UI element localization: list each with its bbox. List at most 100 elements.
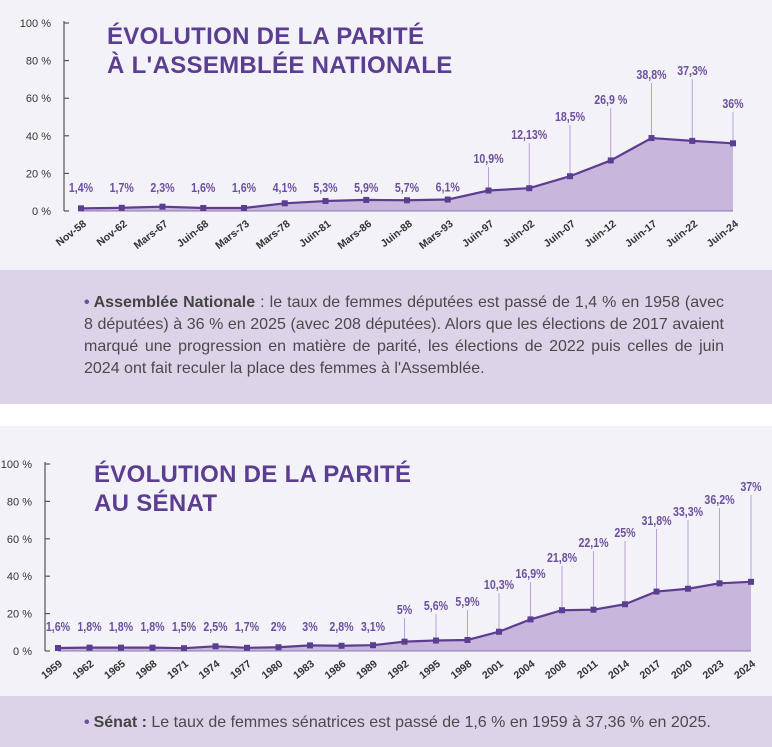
senat-x-tick-label: 2011 <box>575 658 600 682</box>
assemblee-data-point <box>730 140 736 147</box>
senat-data-point <box>118 644 124 651</box>
senat-note-text: Le taux de femmes sénatrices est passé d… <box>146 714 711 731</box>
assemblee-data-label: 4,1% <box>273 181 297 195</box>
senat-data-label: 2% <box>271 620 286 634</box>
assemblee-y-tick-label: 80 % <box>26 56 51 68</box>
senat-data-label: 36,2% <box>704 493 734 507</box>
senat-data-point <box>716 580 723 587</box>
senat-data-label: 37% <box>740 480 761 494</box>
senat-data-point <box>653 588 660 595</box>
assemblee-x-tick-label: Juin-68 <box>175 218 211 250</box>
assemblee-data-label: 1,4% <box>69 181 93 195</box>
senat-data-point <box>86 644 93 651</box>
senat-data-label: 31,8% <box>641 514 671 528</box>
assemblee-data-point <box>78 205 84 212</box>
senat-data-point <box>559 607 565 614</box>
assemblee-data-label: 1,7% <box>110 181 134 195</box>
senat-x-tick-label: 2004 <box>512 658 538 682</box>
senat-x-tick-label: 2001 <box>480 658 506 682</box>
senat-x-tick-label: 1959 <box>39 658 65 682</box>
senat-x-tick-label: 1986 <box>323 658 349 682</box>
assemblee-data-point <box>200 204 207 211</box>
senat-y-tick-label: 100 % <box>1 459 32 471</box>
assemblee-data-label: 18,5% <box>555 110 585 124</box>
senat-data-label: 16,9% <box>515 567 545 581</box>
senat-y-tick-label: 0 % <box>13 646 32 658</box>
senat-data-label: 3% <box>302 620 317 634</box>
assemblee-x-tick-label: Mars-93 <box>417 218 456 252</box>
senat-x-tick-label: 2020 <box>669 658 695 682</box>
senat-data-label: 3,1% <box>361 620 385 634</box>
senat-data-label: 2,8% <box>329 620 353 634</box>
assemblee-data-label: 6,1% <box>436 181 460 195</box>
senat-y-tick-label: 40 % <box>7 571 32 583</box>
assemblee-data-point <box>241 204 247 211</box>
senat-x-tick-label: 1977 <box>228 658 254 682</box>
senat-x-tick-label: 1974 <box>197 658 223 682</box>
senat-data-label: 25% <box>614 526 635 540</box>
assemblee-data-point <box>689 137 696 144</box>
assemblee-data-point <box>322 198 329 205</box>
assemblee-area <box>81 138 733 211</box>
senat-x-tick-label: 1980 <box>260 658 286 682</box>
assemblee-x-tick-label: Mars-73 <box>213 218 252 252</box>
assemblee-x-tick-label: Juin-24 <box>704 218 740 250</box>
assemblee-y-tick-label: 100 % <box>20 18 51 30</box>
senat-data-point <box>149 644 156 651</box>
assemblee-note: • Assemblée Nationale : le taux de femmes… <box>84 292 724 380</box>
senat-note-panel: • Sénat : Le taux de femmes sénatrices es… <box>0 696 772 747</box>
assemblee-chart-svg: 100 % 80 % 60 % 40 % 20 % 0 % 1,4% 1,7% 2,3% 1,6%… <box>20 18 744 252</box>
senat-data-label: 10,3% <box>484 578 514 592</box>
senat-title-line-2: AU SÉNAT <box>94 490 218 517</box>
assemblee-chart-panel: ÉVOLUTION DE LA PARITÉ À L'ASSEMBLÉE NAT… <box>0 0 772 270</box>
senat-x-tick-label: 1971 <box>165 658 191 682</box>
assemblee-x-tick-label: Nov-62 <box>95 218 130 249</box>
senat-data-point <box>181 645 187 652</box>
assemblee-x-tick-label: Juin-22 <box>664 218 700 250</box>
assemblee-x-tick-label: Juin-17 <box>623 218 659 250</box>
senat-x-tick-label: 2014 <box>606 658 632 682</box>
assemblee-data-label: 2,3% <box>150 181 174 195</box>
assemblee-data-label: 37,3% <box>677 64 707 78</box>
assemblee-data-point <box>404 197 410 204</box>
assemblee-data-point <box>159 203 166 210</box>
assemblee-x-tick-label: Juin-02 <box>501 218 537 250</box>
assemblee-data-point <box>363 196 370 203</box>
senat-y-tick-label: 20 % <box>7 609 32 621</box>
senat-data-label: 1,8% <box>109 620 133 634</box>
assemblee-y-tick-label: 20 % <box>26 168 51 180</box>
senat-data-point <box>275 644 282 651</box>
assemblee-data-point <box>485 187 492 194</box>
assemblee-data-label: 5,9% <box>354 181 378 195</box>
assemblee-x-tick-label: Mars-78 <box>254 218 293 252</box>
assemblee-data-point <box>648 135 655 142</box>
assemblee-data-point <box>118 204 125 211</box>
senat-data-point <box>496 628 502 635</box>
senat-y-tick-label: 60 % <box>7 534 32 546</box>
senat-data-point <box>527 616 534 623</box>
senat-data-label: 1,8% <box>77 620 101 634</box>
assemblee-data-point <box>526 185 533 192</box>
assemblee-note-bold: Assemblée Nationale <box>93 294 256 311</box>
assemblee-title-line-1: ÉVOLUTION DE LA PARITÉ <box>107 23 425 50</box>
senat-data-label: 1,8% <box>140 620 164 634</box>
senat-data-point <box>370 642 376 649</box>
senat-data-point <box>401 638 408 645</box>
assemblee-data-label: 1,6% <box>232 181 256 195</box>
senat-data-point <box>307 642 313 649</box>
senat-chart-svg: 100 % 80 % 60 % 40 % 20 % 0 % 1,6% 1,8% 1,8% 1,8%… <box>1 459 762 682</box>
assemblee-data-point <box>444 196 451 203</box>
assemblee-note-bullet: • <box>84 294 90 311</box>
senat-x-tick-label: 1962 <box>71 658 97 682</box>
senat-data-label: 5,6% <box>424 599 448 613</box>
senat-chart-title: ÉVOLUTION DE LA PARITÉ AU SÉNAT <box>94 460 411 518</box>
senat-data-label: 22,1% <box>578 536 608 550</box>
senat-data-point <box>464 636 471 643</box>
senat-data-point <box>622 601 628 608</box>
senat-x-tick-label: 2008 <box>543 658 569 682</box>
senat-data-label: 5% <box>397 603 412 617</box>
assemblee-data-point <box>567 173 573 180</box>
senat-data-label: 1,6% <box>46 620 70 634</box>
senat-x-tick-label: 1983 <box>291 658 317 682</box>
assemblee-data-label: 10,9% <box>473 152 503 166</box>
